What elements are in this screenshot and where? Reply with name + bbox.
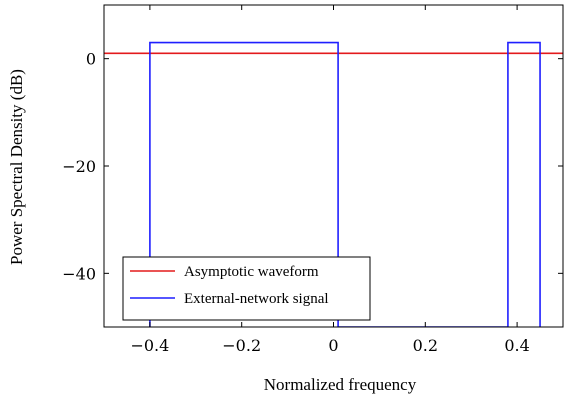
x-axis-title: Normalized frequency <box>264 375 417 394</box>
legend-label-external: External-network signal <box>184 291 329 307</box>
series-layer <box>104 41 563 327</box>
x-tick-label: 0 <box>328 336 338 355</box>
x-tick-label: −0.4 <box>130 336 169 355</box>
legend-label-asymptotic: Asymptotic waveform <box>184 264 319 280</box>
y-tick-label: 0 <box>86 50 96 69</box>
y-tick-label: −40 <box>62 264 96 283</box>
x-tick-label: 0.4 <box>504 336 529 355</box>
legend-box <box>122 256 371 321</box>
ticks-layer: −0.4 −0.2 0 0.2 0.4 −40 −20 0 <box>62 5 563 355</box>
legend: Asymptotic waveform External-network sig… <box>122 256 371 321</box>
y-tick-label: −20 <box>62 157 96 176</box>
y-axis-title: Power Spectral Density (dB) <box>7 69 26 265</box>
series-line-external <box>149 41 541 327</box>
x-tick-label: −0.2 <box>222 336 261 355</box>
x-tick-label: 0.2 <box>413 336 438 355</box>
